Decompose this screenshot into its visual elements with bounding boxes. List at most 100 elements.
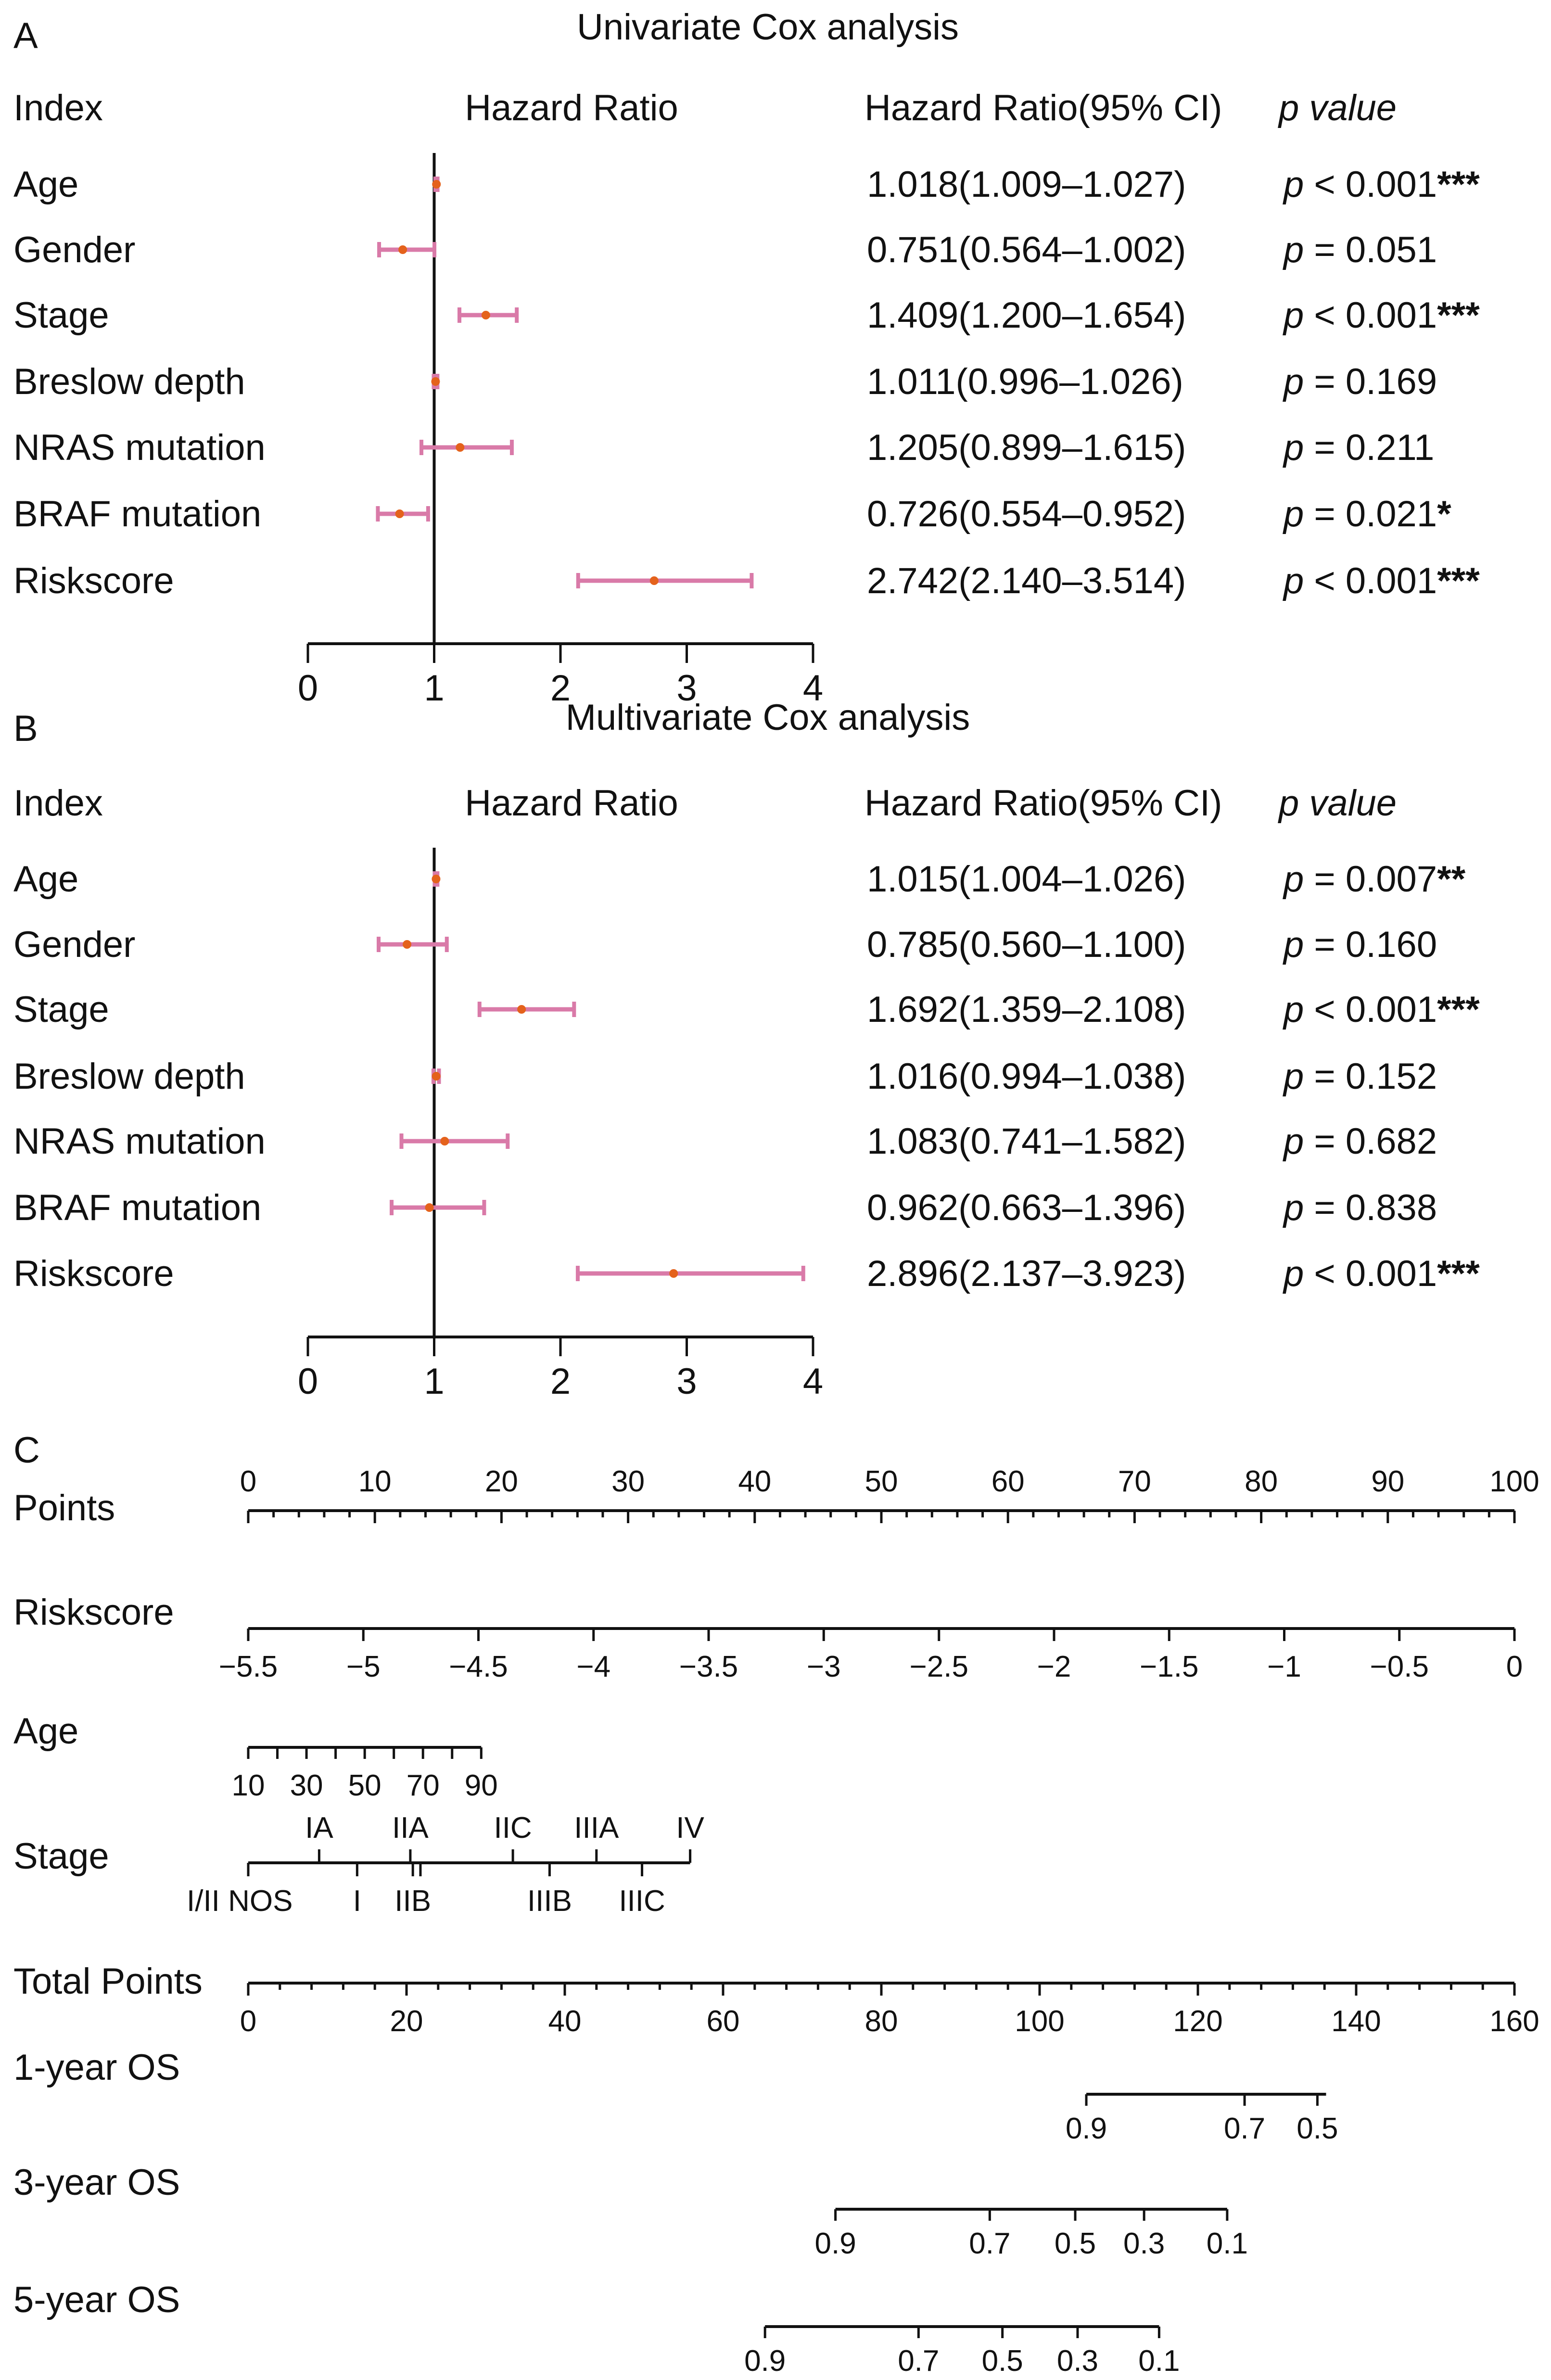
forest-rows-multivariate: Age 1.015(1.004–1.026) p = 0.007** Gender 0.… [13, 848, 1480, 1337]
stage-label-below: IIIC [619, 1884, 665, 1918]
points-tick-label: 40 [738, 1465, 771, 1498]
forest-plot-univariate: A Univariate Cox analysis Index Hazard R… [13, 7, 1480, 709]
age-tick-label: 70 [407, 1769, 440, 1802]
hr-point [432, 180, 441, 189]
row-label: Riskscore [13, 560, 174, 601]
p-symbol: p [1283, 494, 1304, 535]
p-symbol: p [1283, 859, 1304, 900]
riskscore-tick-label: −3 [807, 1650, 841, 1683]
total-points-tick-label: 100 [1015, 2005, 1064, 2038]
panel-label-a: A [13, 15, 38, 56]
p-value-text: p < 0.001*** [1283, 164, 1480, 205]
age-tick-label: 50 [348, 1769, 381, 1802]
p-value-text: p < 0.001*** [1283, 989, 1480, 1030]
survival-tick-label: 0.7 [898, 2344, 939, 2378]
points-tick-label: 10 [358, 1465, 392, 1498]
p-value: = 0.021 [1304, 494, 1437, 535]
points-tick-label: 30 [611, 1465, 645, 1498]
x-tick-label: 0 [298, 668, 318, 709]
p-value: = 0.152 [1304, 1056, 1437, 1097]
stage-label-above: IIA [392, 1811, 429, 1845]
p-value-text: p = 0.051 [1283, 229, 1437, 270]
riskscore-tick-label: −4.5 [449, 1650, 508, 1683]
x-tick-label: 3 [676, 1361, 697, 1402]
survival-tick-label: 0.5 [1055, 2227, 1096, 2260]
significance-stars: *** [1437, 1253, 1480, 1294]
x-tick-label: 1 [424, 668, 444, 709]
age-tick-label: 30 [290, 1769, 323, 1802]
survival-tick-label: 0.7 [969, 2227, 1010, 2260]
total-points-tick-label: 20 [390, 2005, 423, 2038]
hr-point [395, 509, 404, 518]
forest-x-axis-multivariate: 0 1 2 3 4 [298, 1336, 823, 1402]
p-symbol: p [1283, 1121, 1304, 1162]
panel-label-c: C [13, 1430, 40, 1471]
significance-stars: ** [1437, 859, 1466, 900]
row-label: Age [13, 164, 78, 205]
survival-tick-label: 0.3 [1057, 2344, 1098, 2378]
p-value: < 0.001 [1304, 164, 1437, 205]
header-hazard-ratio: Hazard Ratio [465, 783, 678, 824]
hr-ci-text: 1.083(0.741–1.582) [867, 1121, 1186, 1162]
x-tick-label: 4 [803, 1361, 823, 1402]
row-label: Gender [13, 924, 136, 965]
survival-tick-label: 0.9 [814, 2227, 856, 2260]
points-tick-label: 70 [1118, 1465, 1151, 1498]
hr-ci-text: 1.018(1.009–1.027) [867, 164, 1186, 205]
nomogram-row-label: Age [13, 1711, 78, 1752]
p-value-text: p = 0.169 [1283, 361, 1437, 402]
p-value: < 0.001 [1304, 560, 1437, 601]
p-value: = 0.682 [1304, 1121, 1437, 1162]
header-hr-ci: Hazard Ratio(95% CI) [864, 88, 1222, 128]
riskscore-tick-label: −0.5 [1370, 1650, 1429, 1683]
row-label: Riskscore [13, 1253, 174, 1294]
survival-tick-label: 0.1 [1207, 2227, 1248, 2260]
points-tick-label: 80 [1245, 1465, 1278, 1498]
row-label: BRAF mutation [13, 1187, 261, 1228]
nomogram-row-label: 1-year OS [13, 2047, 180, 2088]
significance-stars: *** [1437, 164, 1480, 205]
p-symbol: p [1283, 229, 1304, 270]
forest-title-univariate: Univariate Cox analysis [577, 7, 959, 48]
stage-label-below: IIB [394, 1884, 431, 1918]
header-p-value: p value [1278, 783, 1397, 824]
hr-ci-text: 0.751(0.564–1.002) [867, 229, 1186, 270]
hr-ci-text: 1.016(0.994–1.038) [867, 1056, 1186, 1097]
riskscore-tick-label: 0 [1506, 1650, 1523, 1683]
p-value-text: p = 0.682 [1283, 1121, 1437, 1162]
hr-ci-text: 1.409(1.200–1.654) [867, 295, 1186, 336]
x-tick-label: 4 [803, 668, 823, 709]
stage-label-below: IIIB [527, 1884, 572, 1918]
total-points-tick-label: 0 [240, 2005, 256, 2038]
hr-ci-text: 2.742(2.140–3.514) [867, 560, 1186, 601]
forest-plot-multivariate: B Multivariate Cox analysis Index Hazard… [13, 697, 1480, 1402]
header-p-value: p value [1278, 88, 1397, 128]
significance-stars: *** [1437, 560, 1480, 601]
points-tick-label: 60 [992, 1465, 1025, 1498]
p-symbol: p [1283, 427, 1304, 468]
significance-stars: * [1437, 494, 1451, 535]
hr-ci-text: 0.726(0.554–0.952) [867, 494, 1186, 535]
stage-label-above: IIC [494, 1811, 532, 1845]
p-value-text: p = 0.160 [1283, 924, 1437, 965]
row-label: BRAF mutation [13, 494, 261, 535]
p-value-text: p < 0.001*** [1283, 560, 1480, 601]
stage-label-below: I [353, 1884, 361, 1918]
row-label: NRAS mutation [13, 1121, 266, 1162]
x-tick-label: 2 [550, 1361, 571, 1402]
significance-stars: *** [1437, 295, 1480, 336]
points-tick-label: 50 [865, 1465, 898, 1498]
points-tick-label: 90 [1371, 1465, 1404, 1498]
hr-point [432, 1072, 441, 1081]
survival-tick-label: 0.1 [1138, 2344, 1180, 2378]
p-symbol: p [1283, 1056, 1304, 1097]
p-value: = 0.007 [1304, 859, 1437, 900]
nomogram-row-label: Stage [13, 1836, 109, 1877]
p-value: = 0.838 [1304, 1187, 1437, 1228]
survival-tick-label: 0.9 [744, 2344, 786, 2378]
p-symbol: p [1283, 164, 1304, 205]
hr-ci-text: 2.896(2.137–3.923) [867, 1253, 1186, 1294]
p-symbol: p [1283, 560, 1304, 601]
riskscore-tick-label: −2 [1037, 1650, 1071, 1683]
